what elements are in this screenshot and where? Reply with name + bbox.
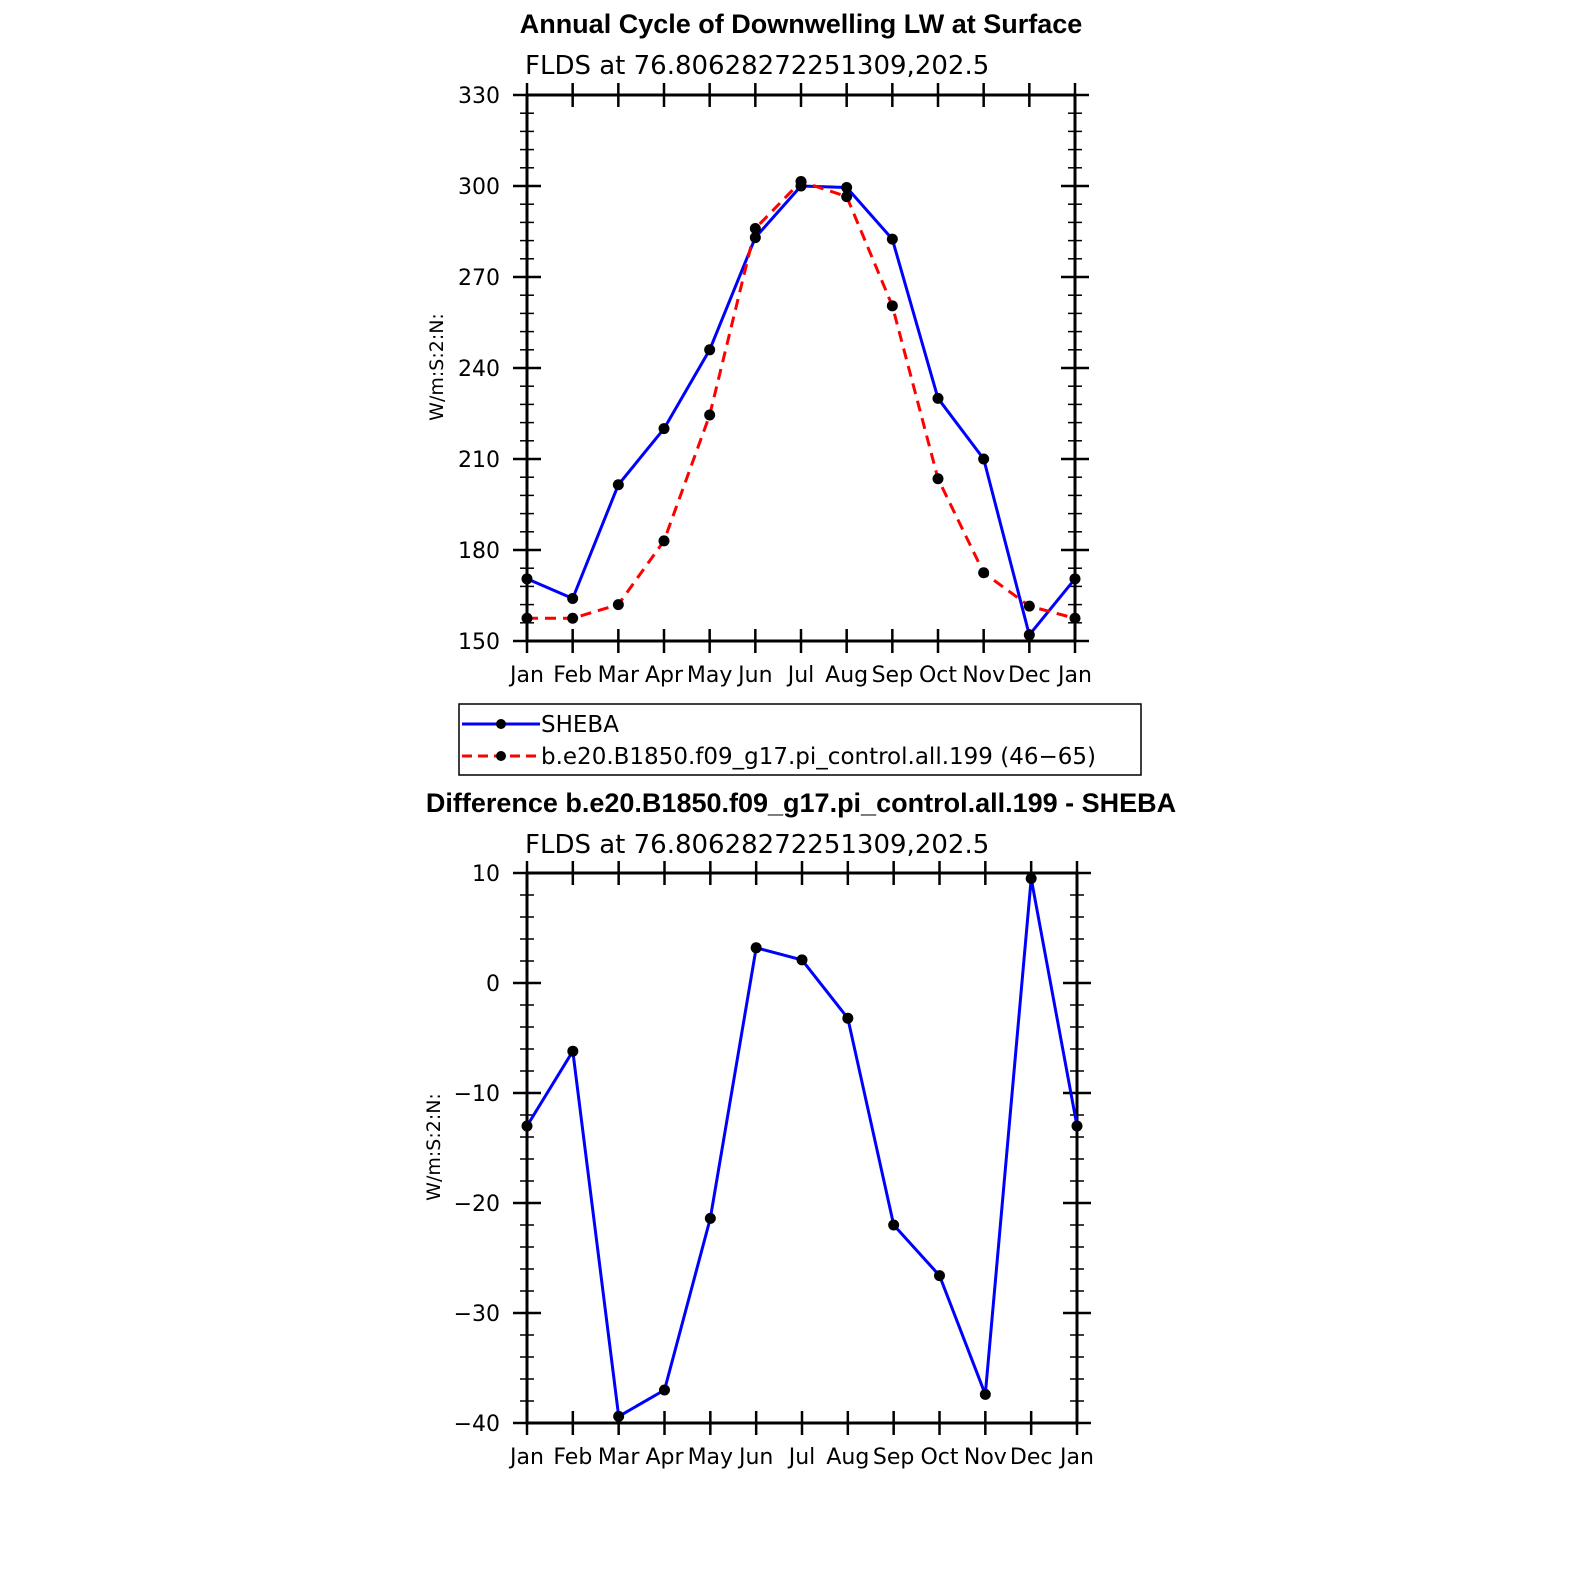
series-0-point bbox=[888, 1219, 900, 1231]
chart-title-difference: Difference b.e20.B1850.f09_g17.pi_contro… bbox=[426, 788, 1176, 818]
legend-marker-model bbox=[496, 751, 506, 761]
series-1-point bbox=[749, 222, 761, 234]
series-0-point bbox=[567, 1045, 579, 1057]
x-tick-label: May bbox=[687, 663, 732, 688]
y-tick-label: −20 bbox=[454, 1192, 500, 1217]
series-0-point bbox=[932, 392, 944, 404]
series-1-point bbox=[886, 300, 898, 312]
series-1-point bbox=[1069, 612, 1081, 624]
y-axis-label: W/m:S:2:N: bbox=[426, 313, 448, 421]
x-tick-label: Nov bbox=[962, 663, 1005, 688]
series-0-point bbox=[749, 232, 761, 244]
y-tick-label: −10 bbox=[454, 1082, 500, 1107]
annual-cycle-chart: Annual Cycle of Downwelling LW at Surfac… bbox=[426, 9, 1142, 776]
series-1-point bbox=[795, 175, 807, 187]
difference-chart: Difference b.e20.B1850.f09_g17.pi_contro… bbox=[423, 788, 1176, 1470]
series-0-point bbox=[934, 1270, 945, 1282]
x-tick-label: Jun bbox=[737, 1445, 773, 1470]
x-tick-label: Feb bbox=[553, 663, 592, 688]
x-tick-label: Sep bbox=[872, 663, 913, 688]
y-tick-label: 270 bbox=[458, 266, 500, 291]
y-tick-label: −40 bbox=[454, 1412, 500, 1437]
y-tick-label: −30 bbox=[454, 1302, 500, 1327]
y-tick-label: 300 bbox=[458, 175, 500, 200]
y-tick-label: 210 bbox=[458, 448, 500, 473]
series-1-point bbox=[567, 612, 579, 624]
x-tick-label: Oct bbox=[920, 1445, 958, 1470]
series-0-point bbox=[886, 233, 898, 245]
series-0-point bbox=[841, 182, 853, 194]
series-1-point bbox=[841, 191, 853, 203]
x-tick-label: Jan bbox=[1056, 663, 1092, 688]
series-line-0 bbox=[526, 184, 1077, 637]
y-axis-label-difference: W/m:S:2:N: bbox=[423, 1093, 445, 1201]
x-tick-label: Jan bbox=[1058, 1445, 1094, 1470]
series-0-point bbox=[750, 942, 762, 954]
x-tick-label: Jan bbox=[508, 663, 544, 688]
series-0-point bbox=[521, 1120, 533, 1132]
legend: SHEBA b.e20.B1850.f09_g17.pi_control.all… bbox=[458, 703, 1142, 776]
legend-label-model: b.e20.B1850.f09_g17.pi_control.all.199 (… bbox=[541, 744, 1096, 770]
x-tick-label: Dec bbox=[1010, 1445, 1053, 1470]
series-0-point bbox=[521, 573, 533, 585]
chart-subtitle: FLDS at 76.80628272251309,202.5 bbox=[525, 51, 989, 81]
legend-entry-model: b.e20.B1850.f09_g17.pi_control.all.199 (… bbox=[462, 744, 1096, 770]
x-tick-label: Aug bbox=[826, 1445, 869, 1470]
x-tick-label: Apr bbox=[645, 663, 684, 688]
y-tick-label: 150 bbox=[458, 630, 500, 655]
series-0-point bbox=[1069, 573, 1081, 585]
series-0-point bbox=[704, 344, 716, 356]
series-1-point bbox=[612, 599, 624, 611]
series-0-point bbox=[1071, 1120, 1083, 1132]
y-tick-label: 240 bbox=[458, 357, 500, 382]
series-0-point bbox=[1025, 873, 1037, 884]
y-tick-label: 10 bbox=[472, 862, 500, 887]
x-tick-label: Jul bbox=[787, 1445, 816, 1470]
series-1-point bbox=[932, 473, 944, 485]
x-tick-label: Jan bbox=[508, 1445, 544, 1470]
legend-marker-sheba bbox=[496, 719, 506, 729]
x-tick-label: Mar bbox=[598, 663, 640, 688]
series-0-point bbox=[613, 1410, 625, 1422]
series-0-point bbox=[842, 1012, 854, 1024]
series-0-point bbox=[978, 453, 990, 465]
x-tick-label: Mar bbox=[598, 1445, 640, 1470]
series-0-point bbox=[1023, 629, 1035, 641]
series-0-point bbox=[612, 479, 624, 491]
x-tick-label: Aug bbox=[825, 663, 868, 688]
series-1-point bbox=[704, 409, 716, 421]
chart-title: Annual Cycle of Downwelling LW at Surfac… bbox=[520, 9, 1083, 39]
y-tick-label: 0 bbox=[486, 972, 500, 997]
series-0-point bbox=[704, 1212, 716, 1224]
x-tick-label: Sep bbox=[873, 1445, 914, 1470]
x-tick-label: Apr bbox=[645, 1445, 684, 1470]
y-tick-label: 330 bbox=[458, 84, 500, 109]
series-1-point bbox=[521, 612, 533, 624]
x-tick-label: Feb bbox=[553, 1445, 592, 1470]
x-tick-label: Oct bbox=[919, 663, 957, 688]
series-line-1 bbox=[527, 179, 1076, 620]
legend-label-sheba: SHEBA bbox=[541, 712, 619, 738]
series-1-point bbox=[978, 567, 990, 579]
legend-box bbox=[458, 703, 1142, 776]
chart-subtitle-difference: FLDS at 76.80628272251309,202.5 bbox=[525, 830, 989, 860]
series-0-point bbox=[567, 593, 579, 605]
x-tick-label: Nov bbox=[964, 1445, 1007, 1470]
series-1-point bbox=[1023, 600, 1035, 612]
legend-entry-sheba: SHEBA bbox=[462, 712, 619, 738]
x-tick-label: May bbox=[688, 1445, 733, 1470]
y-tick-label: 180 bbox=[458, 539, 500, 564]
x-tick-label: Dec bbox=[1008, 663, 1051, 688]
series-0-point bbox=[659, 1384, 670, 1396]
x-tick-label: Jul bbox=[786, 663, 815, 688]
series-1-point bbox=[658, 535, 670, 547]
x-tick-label: Jun bbox=[736, 663, 772, 688]
series-0-point bbox=[979, 1388, 991, 1400]
series-0-point bbox=[796, 954, 808, 966]
series-0-point bbox=[658, 423, 670, 435]
